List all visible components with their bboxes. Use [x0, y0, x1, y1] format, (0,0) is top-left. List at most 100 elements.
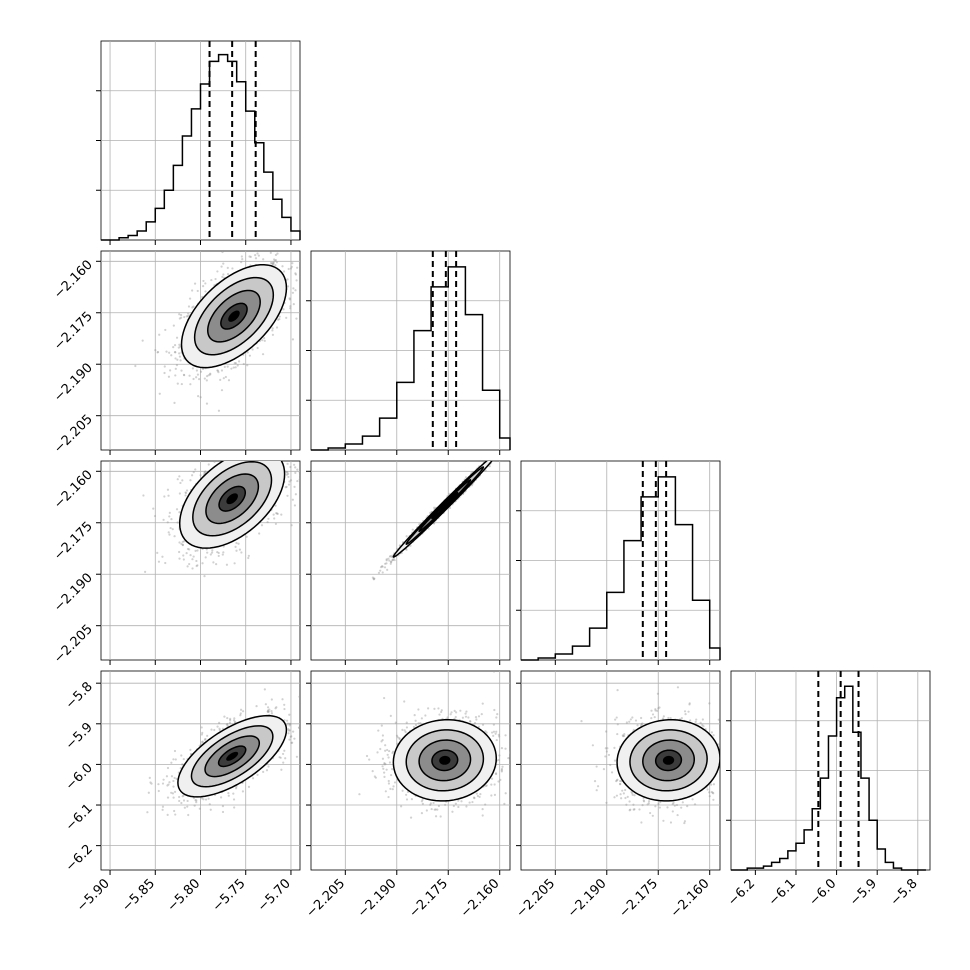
sample-point: [640, 716, 643, 720]
sample-point: [500, 769, 503, 772]
sample-point: [256, 773, 259, 777]
sample-point: [654, 708, 657, 711]
sample-point: [384, 763, 387, 766]
sample-point: [504, 734, 507, 737]
sample-point: [260, 451, 262, 453]
sample-point: [291, 498, 294, 501]
x-tick-label: −5.85: [119, 876, 158, 915]
sample-point: [492, 456, 494, 458]
sample-point: [186, 314, 190, 318]
sample-point: [201, 731, 204, 734]
sample-point: [205, 402, 209, 405]
sample-point: [204, 798, 208, 801]
sample-point: [633, 808, 636, 811]
sample-point: [708, 795, 711, 798]
sample-point: [658, 806, 661, 809]
sample-point: [173, 351, 177, 354]
scatter-panel-3-2: [520, 670, 724, 871]
sample-point: [251, 458, 253, 460]
sample-point: [514, 749, 516, 751]
sample-point: [626, 795, 629, 798]
x-tick-label: −5.70: [255, 876, 294, 915]
sample-point: [624, 796, 627, 800]
sample-point: [304, 485, 306, 487]
sample-point: [181, 479, 184, 482]
sample-point: [291, 338, 295, 341]
sample-point: [387, 557, 390, 560]
density-peak: [662, 755, 675, 765]
sample-point: [503, 802, 506, 805]
sample-point: [226, 722, 229, 726]
sample-point: [266, 520, 269, 524]
sample-point: [498, 754, 501, 757]
sample-point: [484, 730, 487, 733]
sample-point: [222, 262, 225, 265]
sample-point: [162, 518, 165, 521]
sample-point: [493, 708, 496, 712]
sample-point: [221, 553, 224, 556]
sample-point: [642, 800, 646, 803]
sample-point: [278, 317, 281, 321]
sample-point: [270, 710, 273, 713]
sample-point: [468, 720, 472, 723]
sample-point: [631, 792, 634, 795]
sample-point: [293, 504, 297, 507]
sample-point: [667, 716, 670, 720]
sample-point: [188, 562, 191, 566]
sample-point: [166, 784, 169, 787]
sample-point: [722, 779, 724, 781]
sample-point: [281, 698, 284, 701]
sample-point: [289, 305, 292, 308]
sample-point: [640, 723, 643, 726]
sample-point: [662, 819, 665, 822]
sample-point: [187, 312, 190, 315]
sample-point: [683, 821, 686, 825]
sample-point: [196, 564, 199, 567]
sample-point: [274, 253, 278, 257]
sample-point: [233, 362, 236, 365]
sample-point: [429, 802, 432, 805]
sample-point: [460, 800, 463, 803]
sample-point: [270, 712, 274, 715]
sample-point: [199, 396, 202, 399]
sample-point: [271, 333, 275, 336]
sample-point: [296, 468, 299, 471]
sample-point: [153, 514, 157, 518]
sample-point: [234, 366, 237, 369]
sample-point: [386, 748, 389, 752]
sample-point: [659, 801, 662, 804]
sample-point: [294, 273, 298, 276]
sample-point: [222, 377, 225, 380]
sample-point: [161, 808, 164, 811]
sample-point: [163, 365, 166, 368]
sample-point: [474, 716, 478, 719]
sample-point: [282, 270, 286, 273]
sample-point: [490, 783, 493, 786]
sample-point: [232, 719, 236, 722]
sample-point: [304, 292, 306, 294]
sample-point: [200, 797, 204, 800]
sample-point: [232, 792, 235, 795]
sample-point: [282, 761, 285, 764]
sample-point: [217, 409, 221, 412]
sample-point: [134, 364, 137, 368]
sample-point: [170, 775, 174, 778]
sample-point: [287, 727, 290, 731]
sample-point: [223, 365, 226, 368]
sample-point: [168, 351, 171, 354]
sample-point: [287, 729, 291, 732]
sample-point: [196, 289, 199, 293]
sample-point: [387, 756, 390, 759]
sample-point: [256, 346, 259, 350]
sample-point: [448, 506, 452, 510]
sample-point: [185, 489, 189, 492]
sample-point: [454, 715, 457, 719]
sample-point: [494, 452, 496, 454]
sample-point: [381, 571, 384, 574]
sample-point: [392, 785, 395, 788]
sample-point: [596, 785, 600, 788]
sample-point: [657, 707, 660, 710]
sample-point: [365, 754, 369, 758]
sample-point: [489, 456, 491, 458]
sample-point: [219, 796, 223, 799]
